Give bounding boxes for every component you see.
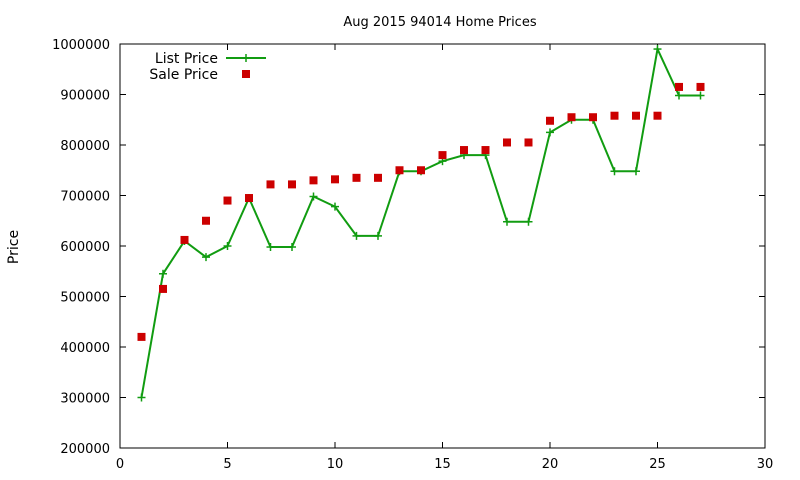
data-point	[438, 151, 447, 160]
data-point	[395, 166, 404, 175]
data-point	[159, 284, 167, 293]
data-point	[223, 196, 232, 205]
data-point	[245, 194, 253, 203]
x-tick-label: 15	[434, 457, 451, 472]
x-tick-label: 25	[649, 457, 666, 472]
chart-title: Aug 2015 94014 Home Prices	[343, 15, 536, 30]
data-point	[266, 180, 275, 189]
data-point	[696, 91, 705, 100]
data-point	[374, 173, 382, 182]
data-point	[610, 167, 619, 176]
data-point	[137, 393, 146, 402]
data-point	[137, 332, 146, 341]
series-layer	[137, 45, 705, 402]
data-point	[524, 138, 533, 147]
data-point	[374, 231, 382, 240]
y-tick-label: 900000	[60, 89, 110, 104]
data-point	[481, 146, 490, 155]
data-point	[288, 243, 296, 252]
data-point	[546, 128, 554, 137]
data-point	[503, 138, 511, 147]
data-point	[223, 242, 232, 250]
data-point	[567, 113, 576, 122]
data-point	[331, 175, 339, 184]
data-point	[352, 173, 361, 182]
data-point	[417, 166, 425, 175]
legend-marker	[242, 70, 250, 78]
y-axis-label: Price	[6, 230, 22, 264]
legend-label: Sale Price	[149, 67, 218, 83]
data-point	[696, 82, 705, 91]
x-tick-label: 5	[223, 457, 231, 472]
data-point	[524, 217, 533, 226]
data-point	[460, 146, 468, 155]
y-tick-label: 1000000	[52, 38, 110, 53]
legend-label: List Price	[155, 51, 218, 67]
data-point	[180, 235, 189, 244]
series-list-price	[137, 45, 705, 402]
data-point	[159, 269, 167, 278]
data-point	[610, 111, 619, 120]
data-point	[202, 253, 210, 262]
series-sale-price	[137, 82, 705, 341]
x-tick-label: 20	[542, 457, 559, 472]
data-point	[352, 231, 361, 240]
legend-marker	[242, 54, 250, 62]
data-point	[675, 91, 683, 100]
y-tick-label: 400000	[60, 341, 110, 356]
data-point	[546, 116, 554, 125]
data-point	[202, 216, 210, 225]
axis-ticks: 0 5 10 15 20 25 30 200000 300000 400000 500000 6000…	[52, 38, 773, 472]
x-tick-label: 10	[327, 457, 344, 472]
x-tick-label: 0	[116, 457, 124, 472]
y-tick-label: 300000	[60, 392, 110, 407]
x-tick-label: 30	[757, 457, 774, 472]
data-point	[653, 45, 662, 54]
data-point	[331, 202, 339, 211]
data-point	[675, 82, 683, 91]
data-point	[589, 113, 597, 122]
data-point	[288, 180, 296, 189]
y-tick-label: 800000	[60, 139, 110, 154]
data-point	[503, 217, 511, 226]
data-point	[266, 243, 275, 252]
data-point	[309, 176, 318, 185]
data-point	[632, 167, 640, 176]
y-tick-label: 500000	[60, 291, 110, 306]
data-point	[653, 111, 662, 120]
y-tick-label: 200000	[60, 442, 110, 457]
plot-frame	[119, 43, 766, 449]
data-point	[309, 192, 318, 201]
y-tick-label: 600000	[60, 240, 110, 255]
y-tick-label: 700000	[60, 190, 110, 205]
series-line	[140, 45, 701, 398]
data-point	[632, 111, 640, 120]
